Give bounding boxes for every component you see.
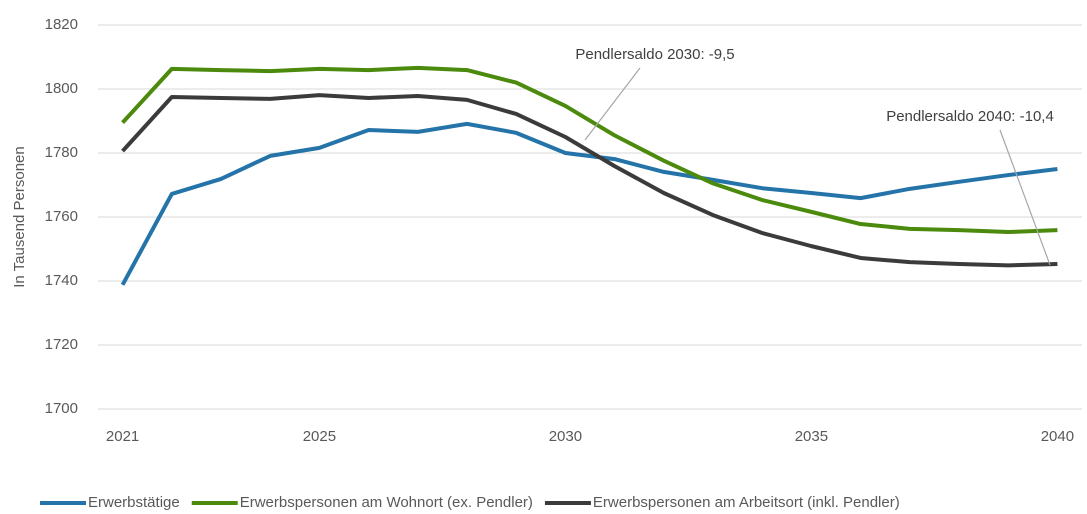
annotation: Pendlersaldo 2040: -10,4 bbox=[886, 108, 1054, 125]
legend-label: Erwerbspersonen am Wohnort (ex. Pendler) bbox=[240, 494, 533, 511]
y-tick-label: 1760 bbox=[45, 208, 78, 225]
y-tick-label: 1800 bbox=[45, 80, 78, 97]
annotation-line bbox=[584, 67, 641, 141]
legend-label: Erwerbspersonen am Arbeitsort (inkl. Pen… bbox=[593, 494, 900, 511]
x-tick-label: 2035 bbox=[795, 428, 828, 445]
series-line bbox=[121, 93, 1058, 268]
x-tick-label: 2030 bbox=[549, 428, 582, 445]
series-line bbox=[121, 65, 1058, 235]
y-axis-label: In Tausend Personen bbox=[11, 146, 28, 288]
y-tick-label: 1740 bbox=[45, 272, 78, 289]
series-line bbox=[120, 121, 1058, 286]
x-tick-label: 2040 bbox=[1041, 428, 1074, 445]
legend-label: Erwerbstätige bbox=[88, 494, 180, 511]
annotation: Pendlersaldo 2030: -9,5 bbox=[575, 46, 734, 63]
x-tick-label: 2025 bbox=[303, 428, 336, 445]
x-tick-label: 2021 bbox=[106, 428, 139, 445]
y-tick-label: 1820 bbox=[45, 16, 78, 33]
y-tick-label: 1720 bbox=[45, 336, 78, 353]
y-tick-label: 1780 bbox=[45, 144, 78, 161]
y-tick-label: 1700 bbox=[45, 400, 78, 417]
annotation-line bbox=[999, 129, 1051, 266]
